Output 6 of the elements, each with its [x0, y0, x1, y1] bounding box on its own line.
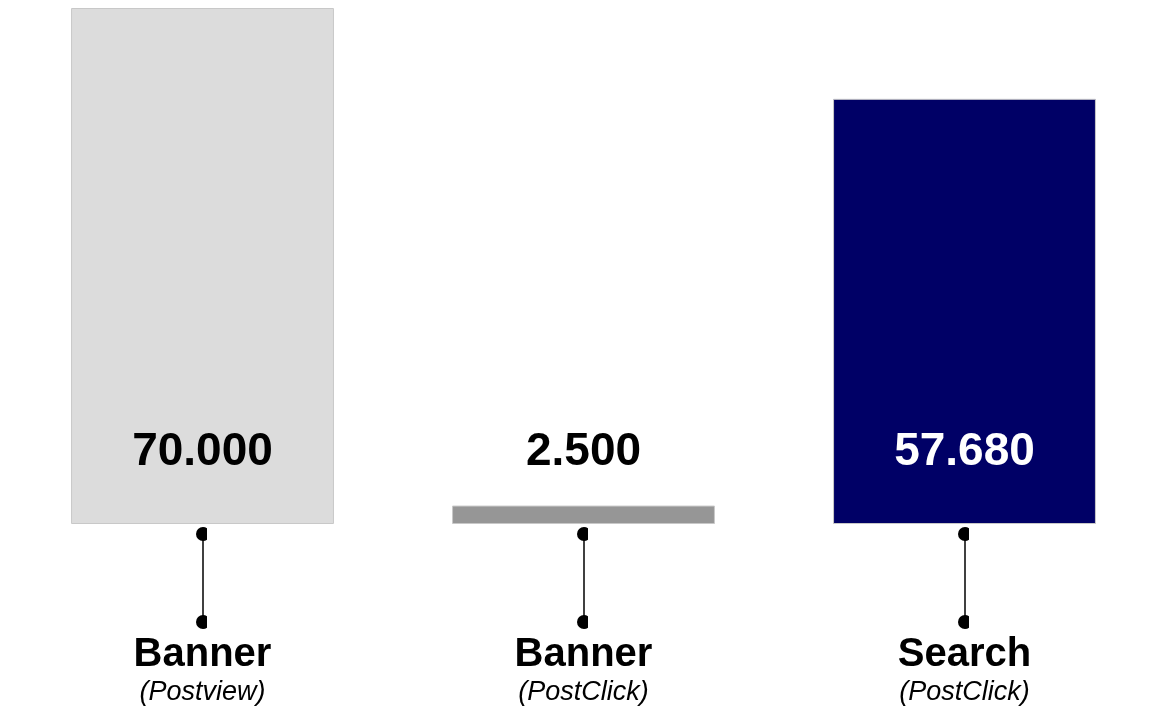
data-label: 57.680 [894, 423, 1035, 475]
data-label: 2.500 [525, 423, 642, 475]
x-tick-label: Search (PostClick) [897, 630, 1032, 706]
x-tick-label: Banner (Postview) [133, 630, 272, 706]
data-label: 70.000 [132, 423, 273, 475]
x-tick-label: Banner (PostClick) [514, 630, 653, 706]
